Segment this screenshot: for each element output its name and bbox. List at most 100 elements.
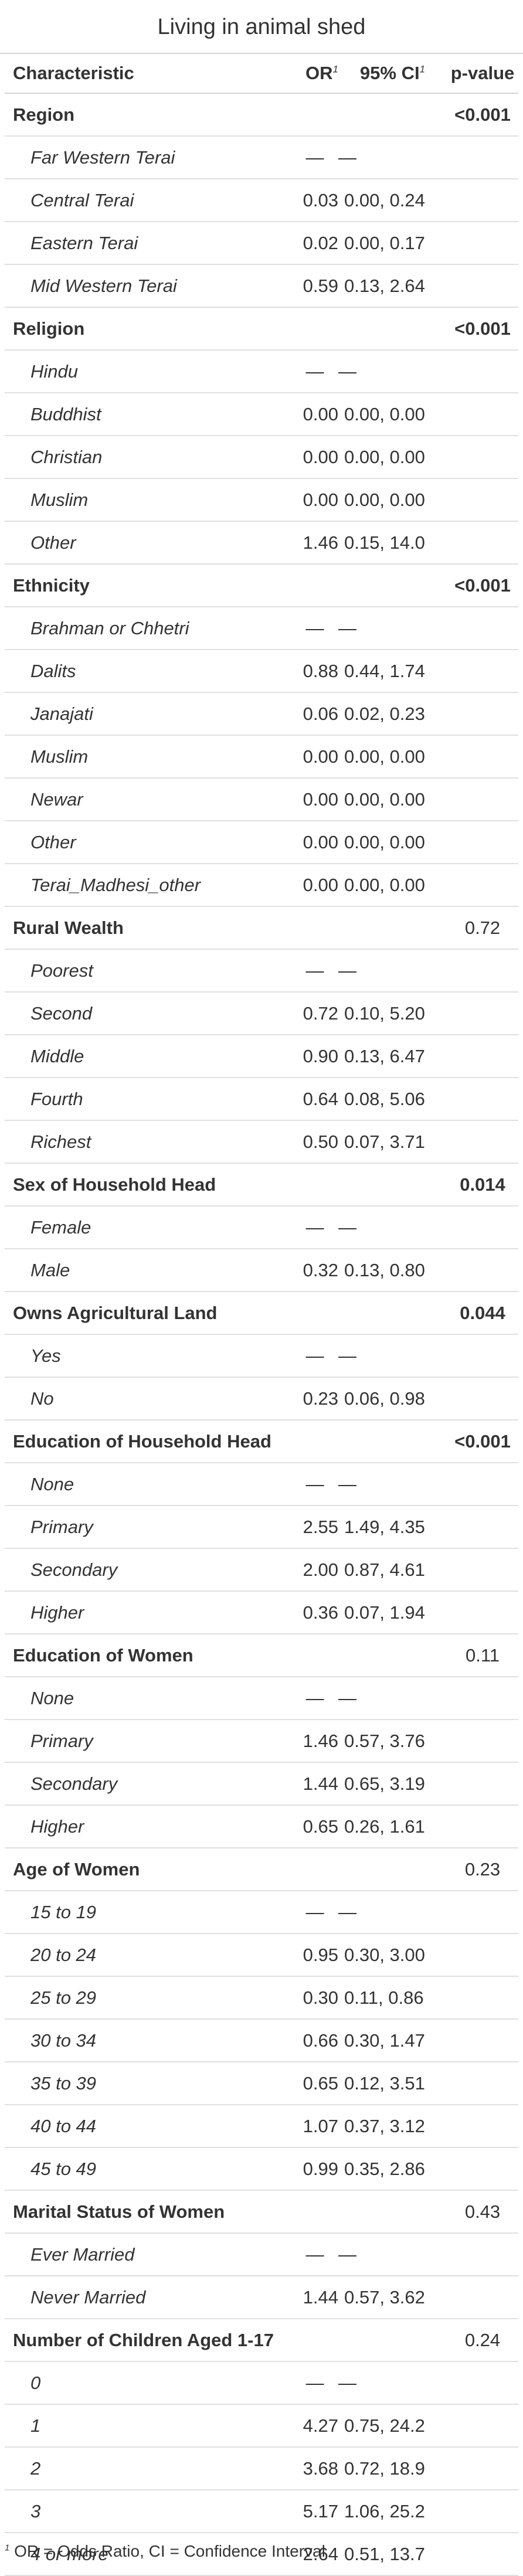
level-row: Muslim 0.00 0.00, 0.00 (5, 478, 518, 522)
cell-characteristic: 0 (5, 2361, 291, 2405)
cell-ci (338, 1163, 447, 1207)
cell-ci: 1.06, 25.2 (338, 2490, 447, 2533)
cell-p-value: 0.43 (447, 2190, 518, 2234)
cell-or: 0.00 (291, 778, 338, 821)
footnote-mark: 1 (419, 63, 426, 75)
header-ci-label: 95% CI (359, 63, 420, 83)
level-row: Mid Western Terai 0.59 0.13, 2.64 (5, 264, 518, 308)
cell-characteristic: Terai_Madhesi_other (5, 864, 291, 907)
level-row: 1 4.27 0.75, 24.2 (5, 2404, 518, 2448)
cell-or: 3.68 (291, 2447, 338, 2490)
level-row: Higher 0.65 0.26, 1.61 (5, 1805, 518, 1848)
cell-characteristic: Hindu (5, 350, 291, 393)
cell-characteristic: Muslim (5, 735, 291, 779)
header-ci: 95% CI1 (338, 54, 447, 94)
level-row: 0— — (5, 2361, 518, 2405)
cell-ci: — (338, 949, 447, 993)
cell-characteristic: Female (5, 1206, 291, 1249)
cell-ci: 0.00, 0.00 (338, 864, 447, 907)
cell-ci: — (338, 1891, 447, 1934)
level-row: Brahman or Chhetri — — (5, 607, 518, 650)
cell-ci: 0.00, 0.24 (338, 179, 447, 222)
cell-or (291, 1848, 338, 1891)
cell-characteristic: Yes (5, 1334, 291, 1378)
cell-characteristic: Higher (5, 1805, 291, 1848)
header-or: OR1 (291, 54, 338, 94)
variable-row: Ethnicity <0.001 (5, 564, 518, 607)
cell-p-value: <0.001 (447, 564, 518, 607)
cell-or: — (291, 1206, 338, 1249)
level-row: Second 0.72 0.10, 5.20 (5, 992, 518, 1035)
cell-p-value (447, 521, 518, 565)
cell-ci: 0.00, 0.00 (338, 735, 447, 779)
cell-or (291, 1292, 338, 1335)
cell-or: 0.23 (291, 1377, 338, 1420)
cell-ci: 0.12, 3.51 (338, 2062, 447, 2105)
cell-p-value (447, 607, 518, 650)
variable-row: Number of Children Aged 1-17 0.24 (5, 2319, 518, 2362)
cell-characteristic: Middle (5, 1035, 291, 1078)
level-row: 30 to 34 0.66 0.30, 1.47 (5, 2019, 518, 2062)
header-p-label: p-value (450, 63, 515, 83)
cell-or: 0.59 (291, 264, 338, 308)
cell-p-value (447, 1891, 518, 1934)
cell-characteristic: 40 to 44 (5, 2105, 291, 2148)
cell-p-value (447, 692, 518, 736)
cell-p-value (447, 992, 518, 1035)
cell-p-value (447, 2404, 518, 2448)
regression-table: Characteristic OR1 95% CI1 p-value Regio… (5, 54, 518, 2576)
level-row: Hindu — — (5, 350, 518, 393)
variable-row: Education of Household Head <0.001 (5, 1420, 518, 1463)
cell-characteristic: Second (5, 992, 291, 1035)
cell-p-value (447, 1719, 518, 1763)
cell-p-value (447, 2105, 518, 2148)
cell-or: — (291, 1677, 338, 1720)
cell-ci: — (338, 2361, 447, 2405)
variable-row: Rural Wealth 0.72 (5, 906, 518, 950)
cell-or: 0.64 (291, 1078, 338, 1121)
cell-ci: 0.00, 0.00 (338, 393, 447, 436)
cell-characteristic: 45 to 49 (5, 2147, 291, 2191)
cell-p-value (447, 179, 518, 222)
cell-p-value (447, 2062, 518, 2105)
cell-or: 0.99 (291, 2147, 338, 2191)
cell-p-value (447, 1249, 518, 1292)
cell-characteristic: Owns Agricultural Land (5, 1292, 291, 1335)
cell-or (291, 2319, 338, 2362)
cell-characteristic: Religion (5, 307, 291, 351)
cell-p-value (447, 436, 518, 479)
level-row: Buddhist 0.00 0.00, 0.00 (5, 393, 518, 436)
cell-or (291, 1634, 338, 1677)
cell-ci: 0.13, 2.64 (338, 264, 447, 308)
cell-characteristic: Muslim (5, 478, 291, 522)
cell-characteristic: Age of Women (5, 1848, 291, 1891)
cell-or: 0.06 (291, 692, 338, 736)
cell-characteristic: Central Terai (5, 179, 291, 222)
cell-p-value (447, 1078, 518, 1121)
cell-characteristic: Buddhist (5, 393, 291, 436)
level-row: Other 1.46 0.15, 14.0 (5, 521, 518, 565)
cell-characteristic: Richest (5, 1120, 291, 1164)
cell-p-value (447, 350, 518, 393)
cell-characteristic: Number of Children Aged 1-17 (5, 2319, 291, 2362)
cell-p-value: 0.24 (447, 2319, 518, 2362)
cell-or: 0.00 (291, 735, 338, 779)
cell-or: 0.30 (291, 1976, 338, 2020)
cell-ci: 0.07, 3.71 (338, 1120, 447, 1164)
cell-ci: — (338, 1677, 447, 1720)
cell-characteristic: Eastern Terai (5, 222, 291, 265)
cell-characteristic: None (5, 1463, 291, 1506)
cell-ci (338, 1292, 447, 1335)
cell-or: 0.03 (291, 179, 338, 222)
cell-p-value (447, 136, 518, 179)
cell-p-value (447, 2233, 518, 2276)
cell-p-value (447, 478, 518, 522)
cell-characteristic: Sex of Household Head (5, 1163, 291, 1207)
level-row: Secondary 1.44 0.65, 3.19 (5, 1762, 518, 1806)
cell-characteristic: Ever Married (5, 2233, 291, 2276)
cell-or: 0.88 (291, 650, 338, 693)
cell-characteristic: None (5, 1677, 291, 1720)
cell-or: 1.46 (291, 1719, 338, 1763)
cell-ci (338, 1634, 447, 1677)
